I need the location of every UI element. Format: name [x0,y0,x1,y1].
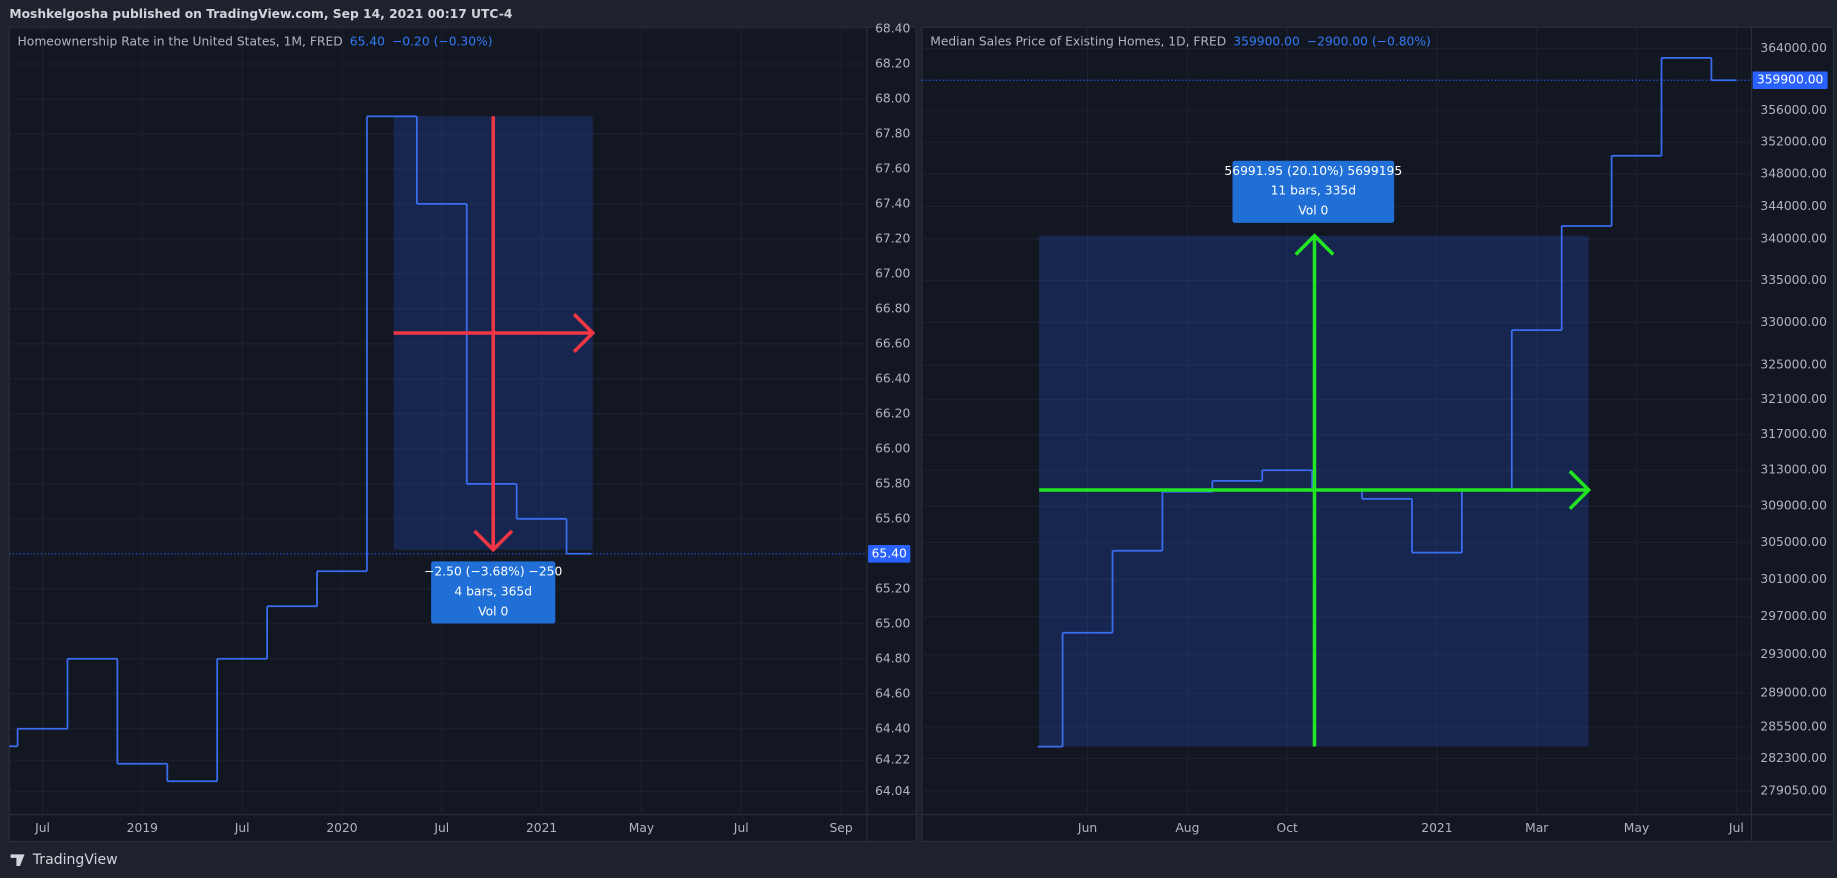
y-tick-label: 356000.00 [1760,103,1827,117]
y-tick-label: 66.80 [875,301,910,315]
measure-arrowhead [572,312,596,353]
x-tick-label: 2021 [1421,821,1452,835]
measure-arrowhead [1294,233,1335,256]
measure-label: 11 bars, 335d [1271,184,1356,198]
measure-label: Vol 0 [1298,204,1328,218]
y-tick-label: 330000.00 [1760,315,1827,329]
y-tick-label: 65.00 [875,616,910,630]
measure-label: 56991.95 (20.10%) 5699195 [1224,164,1402,178]
y-tick-label: 64.80 [875,651,910,665]
x-tick-label: 2021 [526,821,557,835]
x-tick-label: Mar [1525,821,1549,835]
x-tick-label: Jul [733,821,749,835]
y-tick-label: 301000.00 [1760,572,1827,586]
y-tick-label: 64.04 [875,784,910,798]
y-tick-label: 68.40 [875,21,910,35]
plot-background [8,26,917,843]
y-tick-label: 65.20 [875,581,910,595]
y-tick-label: 297000.00 [1760,609,1827,623]
y-tick-label: 67.00 [875,266,910,280]
x-tick-label: Sep [829,821,852,835]
x-tick-label: Jul [234,821,250,835]
last-price-label: 359900.00 [1757,73,1824,87]
chart-panel: 364000.00 356000.00 352000.00 348000.00 3440… [921,26,1835,843]
y-tick-label: 68.00 [875,91,910,105]
plot-area [922,27,1752,815]
x-tick-label: 2020 [326,821,357,835]
y-tick-label: 344000.00 [1760,199,1827,213]
plot-area [9,27,867,815]
header: Moshkelgosha published on TradingView.co… [9,7,512,21]
y-tick-label: 67.60 [875,161,910,175]
y-tick-label: 317000.00 [1760,427,1827,441]
y-tick-label: 282300.00 [1760,751,1827,765]
y-tick-label: 335000.00 [1760,273,1827,287]
x-tick-label: Jul [1728,821,1744,835]
series-last-value: 359900.00 [1233,34,1300,48]
y-tick-label: 321000.00 [1760,392,1827,406]
y-tick-label: 67.40 [875,196,910,210]
y-tick-label: 340000.00 [1760,232,1827,246]
y-tick-label: 65.80 [875,476,910,490]
series-legend: Median Sales Price of Existing Homes, 1D… [930,34,1431,48]
y-tick-label: 285500.00 [1760,720,1827,734]
series-legend: Homeownership Rate in the United States,… [18,34,493,48]
x-tick-label: 2019 [127,821,158,835]
series-last-value: 65.40 [350,34,385,48]
y-tick-label: 348000.00 [1760,167,1827,181]
series-change: −0.20 (−0.30%) [392,34,493,48]
y-tick-label: 67.20 [875,231,910,245]
y-tick-label: 364000.00 [1760,41,1827,55]
x-tick-label: Jul [433,821,449,835]
x-tick-label: Aug [1175,821,1199,835]
measure-arrowhead [473,529,514,553]
y-tick-label: 64.22 [875,753,910,767]
x-tick-label: Jul [34,821,50,835]
x-tick-label: May [629,821,654,835]
y-tick-label: 66.40 [875,371,910,385]
y-tick-label: 66.20 [875,406,910,420]
y-tick-label: 64.60 [875,686,910,700]
measure-label: −2.50 (−3.68%) −250 [424,564,562,578]
y-tick-label: 293000.00 [1760,647,1827,661]
last-price-box [868,545,911,563]
x-tick-label: May [1624,821,1649,835]
y-tick-label: 305000.00 [1760,535,1827,549]
measure-label: 4 bars, 365d [454,584,532,598]
y-tick-label: 279050.00 [1760,783,1827,797]
y-tick-label: 68.20 [875,56,910,70]
x-tick-label: Jun [1077,821,1097,835]
measure-arrowhead [1568,469,1592,510]
x-tick-label: Oct [1277,821,1298,835]
measure-label-box [431,561,556,624]
y-tick-label: 65.60 [875,511,910,525]
series-title: Homeownership Rate in the United States,… [18,34,343,48]
y-tick-label: 66.00 [875,441,910,455]
footer-logo [10,854,25,867]
y-tick-label: 67.80 [875,126,910,140]
y-tick-label: 352000.00 [1760,135,1827,149]
y-tick-label: 325000.00 [1760,358,1827,372]
y-tick-label: 309000.00 [1760,499,1827,513]
chart-panel: 68.40 68.20 68.00 67.80 67.60 67.40 67.20 67.00… [8,21,917,843]
series-change: −2900.00 (−0.80%) [1307,34,1431,48]
series-title: Median Sales Price of Existing Homes, 1D… [930,34,1226,48]
measure-label-box [1232,160,1395,223]
y-tick-label: 313000.00 [1760,463,1827,477]
y-tick-label: 64.40 [875,721,910,735]
last-price-box [1752,71,1828,90]
y-tick-label: 289000.00 [1760,686,1827,700]
measure-label: Vol 0 [478,604,508,618]
y-tick-label: 66.60 [875,336,910,350]
last-price-label: 65.40 [872,546,907,560]
footer-brand: TradingView [32,852,118,868]
